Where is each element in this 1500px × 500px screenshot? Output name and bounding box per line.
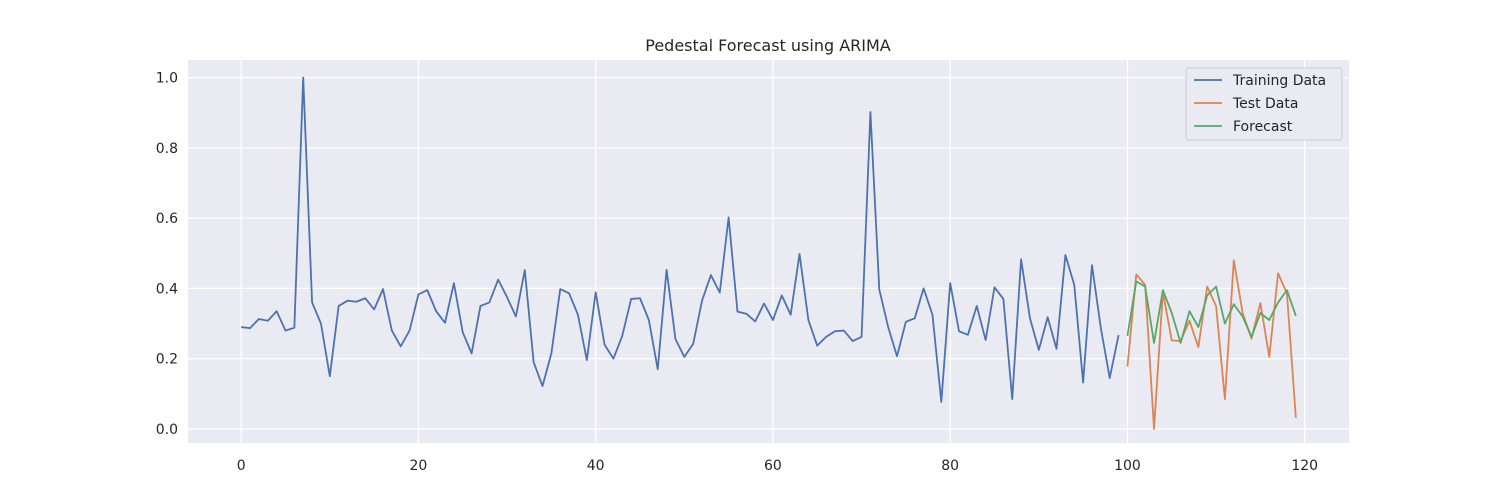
y-tick-label: 0.8 <box>156 141 178 157</box>
y-tick-label: 0.2 <box>156 352 178 368</box>
x-tick-label: 0 <box>237 458 246 474</box>
legend-label-test-data: Test Data <box>1232 96 1298 112</box>
chart-title: Pedestal Forecast using ARIMA <box>645 36 891 55</box>
y-tick-label: 0.0 <box>156 422 178 438</box>
x-tick-label: 80 <box>941 458 959 474</box>
series-layer <box>241 76 1297 430</box>
x-tick-label: 60 <box>764 458 782 474</box>
legend: Training Data Test Data Forecast <box>1185 67 1343 141</box>
legend-label-training-data: Training Data <box>1232 73 1326 89</box>
y-tick-label: 1.0 <box>156 71 178 87</box>
x-gridlines <box>240 60 1306 443</box>
x-tick-label: 100 <box>1114 458 1141 474</box>
x-tick-label: 120 <box>1291 458 1318 474</box>
y-tick-labels: 0.0 0.2 0.4 0.6 0.8 1.0 <box>156 71 178 438</box>
series-line-forecast <box>1126 280 1297 344</box>
x-tick-label: 20 <box>410 458 428 474</box>
series-line-test-data <box>1126 259 1297 430</box>
y-tick-label: 0.6 <box>156 211 178 227</box>
series-line-training-data <box>241 76 1120 403</box>
y-gridlines <box>188 76 1349 430</box>
legend-label-forecast: Forecast <box>1233 119 1293 135</box>
x-tick-labels: 0 20 40 60 80 100 120 <box>237 458 1318 474</box>
plot-background <box>188 60 1349 443</box>
y-tick-label: 0.4 <box>156 281 178 297</box>
legend-box <box>1185 67 1343 141</box>
x-tick-label: 40 <box>587 458 605 474</box>
